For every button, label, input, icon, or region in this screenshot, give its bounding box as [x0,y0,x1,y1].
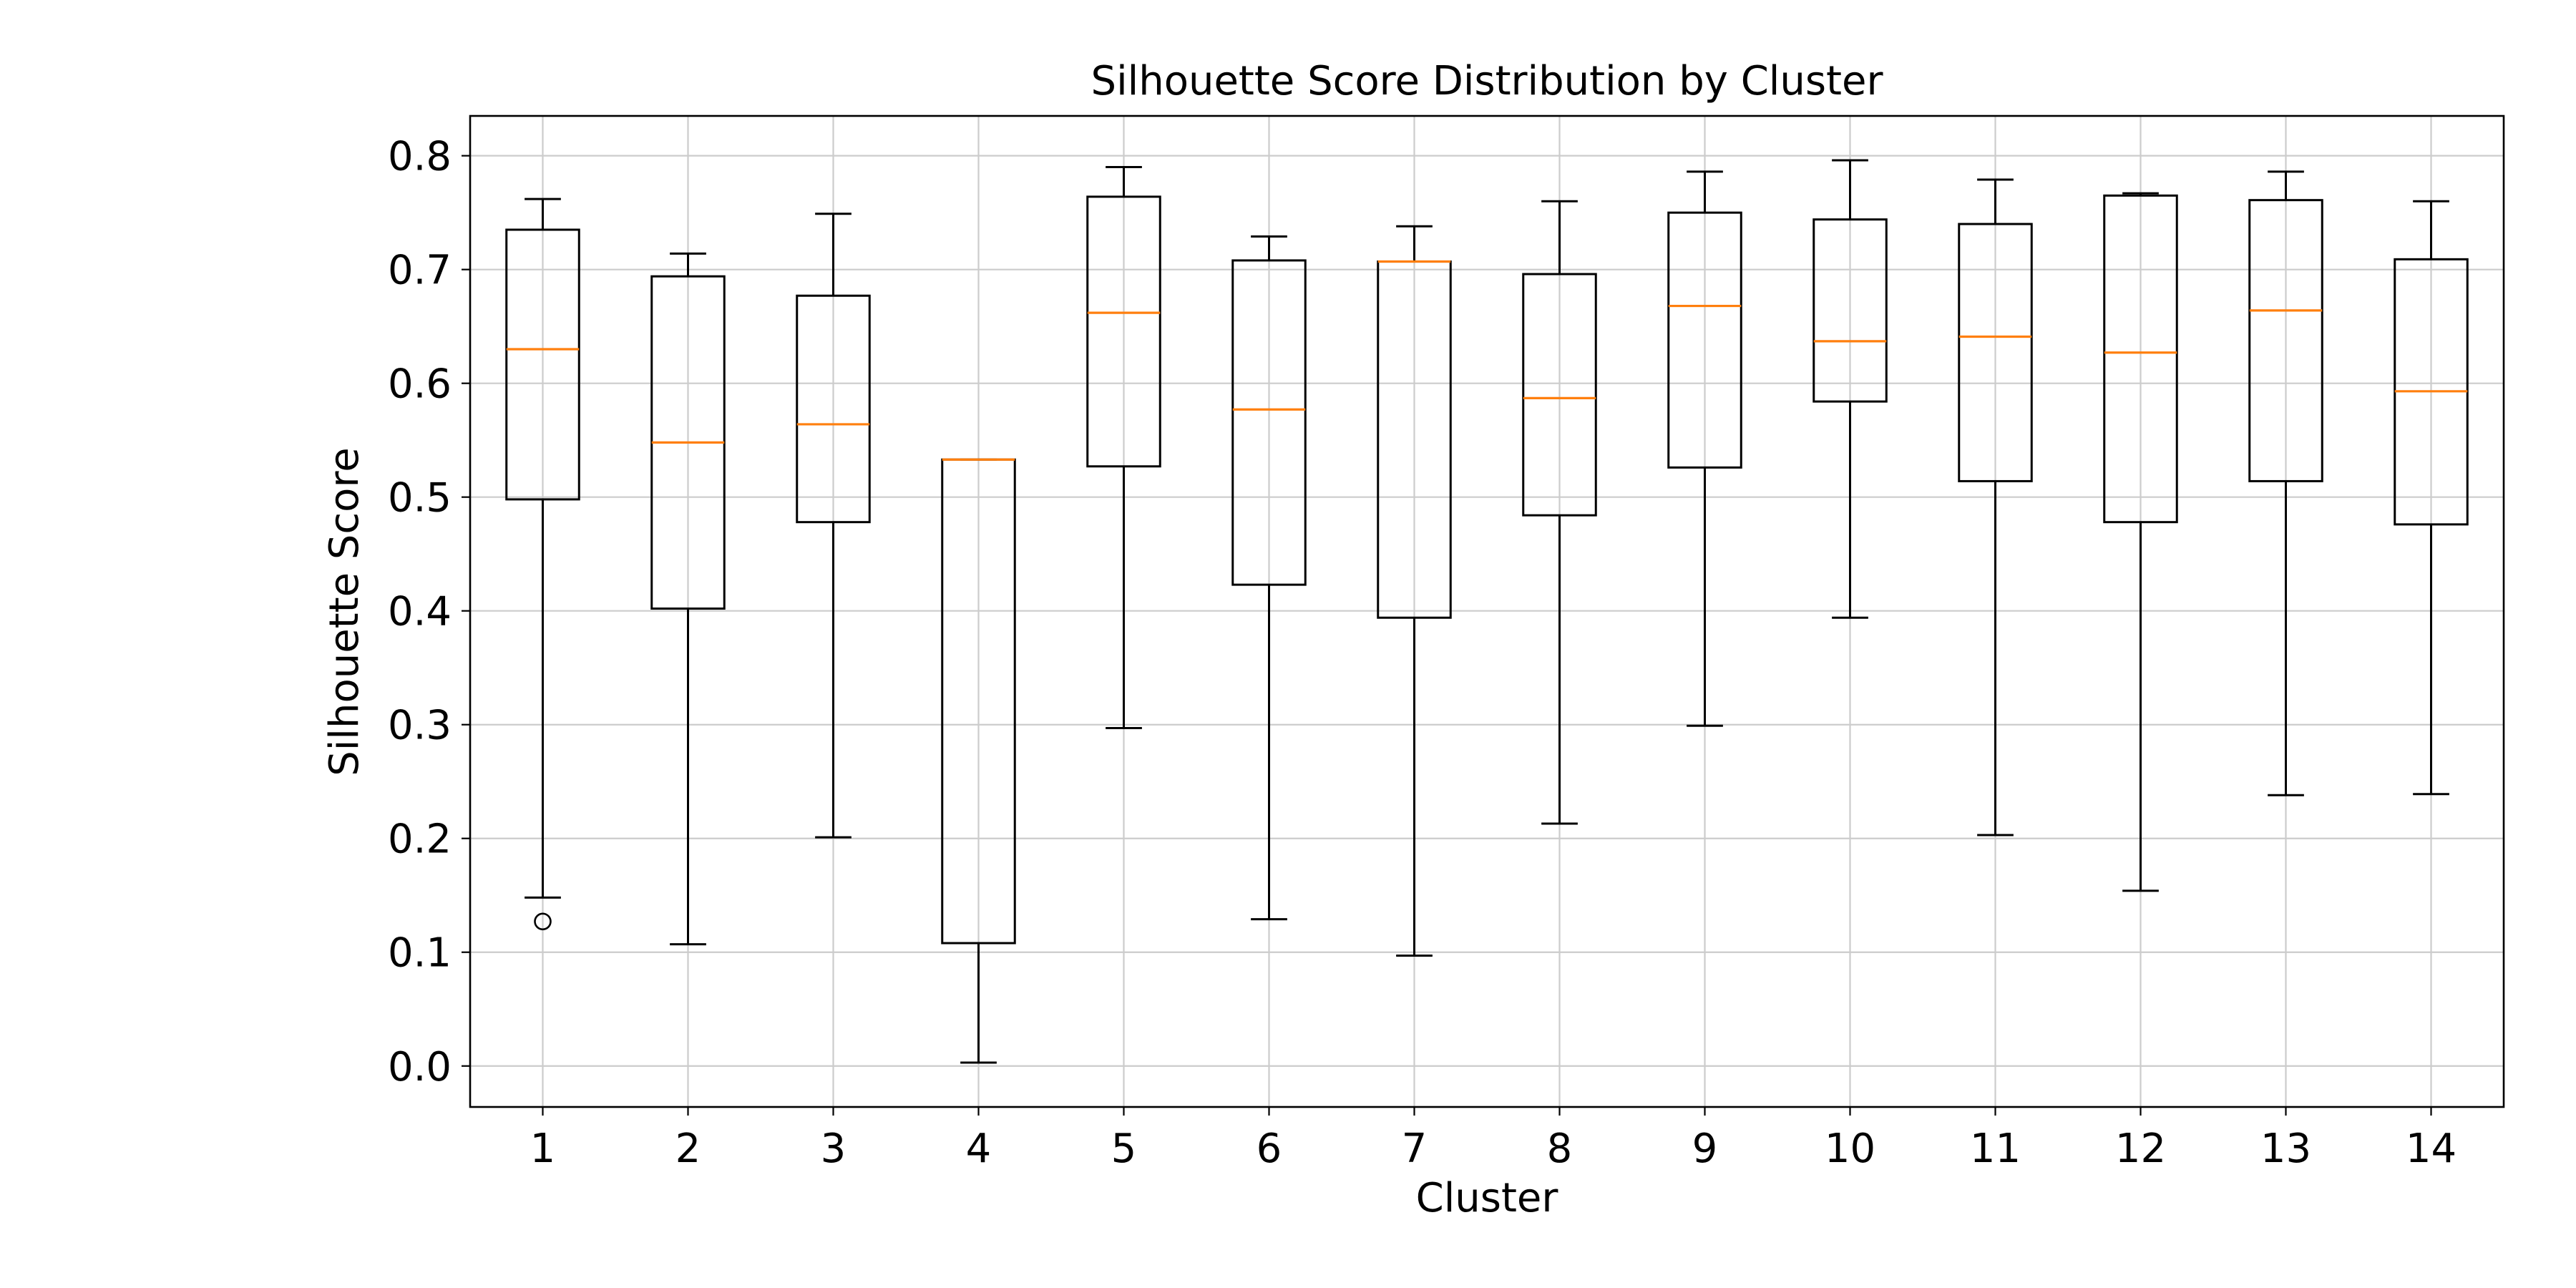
chart-title: Silhouette Score Distribution by Cluster [1091,58,1884,104]
box-group [1667,170,1742,727]
x-tick-label: 14 [2406,1126,2457,1172]
box-iqr [1813,218,1888,403]
x-axis-label: Cluster [1416,1175,1559,1221]
x-tick-label: 6 [1257,1126,1282,1172]
x-tick-label: 5 [1111,1126,1137,1172]
y-tick-label: 0.0 [388,1044,452,1091]
box-group [941,458,1016,1064]
box-iqr [796,294,871,524]
box-iqr [2103,194,2178,524]
y-tick-label: 0.7 [388,248,452,294]
x-tick-label: 13 [2260,1126,2311,1172]
box-group [650,252,726,946]
box-group [1958,178,2033,836]
x-tick-label: 9 [1692,1126,1718,1172]
x-tick-label: 1 [530,1126,556,1172]
x-tick-label: 8 [1547,1126,1573,1172]
box-iqr [1958,223,2033,482]
x-tick-label: 2 [675,1126,701,1172]
y-tick-label: 0.1 [388,930,452,977]
box-group [1231,235,1307,921]
box-group [1522,200,1597,825]
y-tick-label: 0.8 [388,134,452,180]
box-iqr [1522,273,1597,517]
boxes [505,159,2469,1064]
outlier-point [534,912,552,931]
x-tick-label: 11 [1970,1126,2021,1172]
axis-ticks: 0.00.10.20.30.40.50.60.70.81 2 3 4 5 6 7 8 9 10 11… [388,134,2457,1172]
y-tick-label: 0.3 [388,703,452,749]
box-iqr [1086,195,1161,468]
box-iqr [505,228,580,501]
box-group [505,197,580,931]
box-group [2103,192,2178,892]
x-tick-label: 10 [1825,1126,1875,1172]
box-iqr [1231,259,1307,586]
x-tick-label: 4 [966,1126,992,1172]
y-tick-label: 0.6 [388,361,452,408]
x-tick-label: 12 [2115,1126,2166,1172]
x-tick-label: 3 [821,1126,847,1172]
x-tick-label: 7 [1402,1126,1428,1172]
y-tick-label: 0.5 [388,475,452,522]
y-tick-label: 0.2 [388,816,452,863]
box-group [1086,166,1161,729]
y-axis-label: Silhouette Score [321,447,368,776]
y-tick-label: 0.4 [388,589,452,635]
box-iqr [1667,211,1742,469]
box-iqr [2248,199,2323,482]
box-group [2248,170,2323,796]
box-group [796,213,871,839]
box-group [1813,159,1888,619]
box-group [1377,225,1452,957]
box-group [2394,200,2469,796]
